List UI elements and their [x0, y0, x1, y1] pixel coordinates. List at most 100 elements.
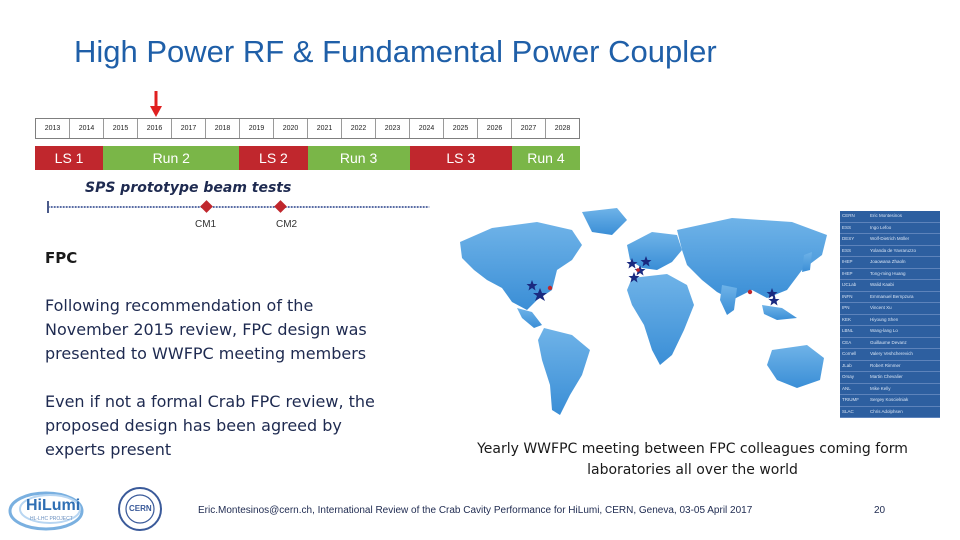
lab-contact: Yolanda de Yavraruzzo — [870, 247, 916, 253]
lab-code: DESY — [842, 236, 855, 241]
lab-code: CERN — [842, 213, 855, 218]
lab-row: TRIUMF Sergey Koscielniak — [840, 395, 940, 407]
timeline-year: 2021 — [308, 119, 342, 138]
lab-row: ESS Yolanda de Yavraruzzo — [840, 246, 940, 257]
lab-row: IJCLab Walid Kaabi — [840, 280, 940, 292]
timeline-phase: Run 3 — [307, 146, 410, 170]
timeline-phase: Run 2 — [103, 146, 240, 170]
timeline-year: 2020 — [274, 119, 308, 138]
lab-contact: Sergey Koscielniak — [870, 397, 909, 402]
lab-row: SLAC Chris Adolphsen — [840, 407, 940, 418]
lab-row: LBNL Wang-lang Lo — [840, 326, 940, 338]
milestone-cm2-marker — [274, 200, 287, 213]
timeline-phase: Run 4 — [511, 146, 580, 170]
lab-contact: Chris Adolphsen — [870, 408, 903, 414]
lab-contact: Vincent Xu — [870, 305, 892, 310]
lab-contact: Guillaume Devanz — [870, 339, 907, 345]
lab-contact: Ingo Lefoo — [870, 224, 892, 230]
lab-row: Cornell Valery Veshcherevich — [840, 349, 940, 361]
lab-contact: Robert Rimmer — [870, 362, 901, 368]
lab-code: ANL — [842, 385, 851, 391]
timeline-year: 2027 — [512, 119, 546, 138]
lab-code: Orsay — [842, 374, 855, 379]
timeline-year: 2025 — [444, 119, 478, 138]
lab-contact: Tong-ming Huang — [870, 270, 906, 276]
lab-code: INFN — [842, 293, 853, 299]
timeline-year: 2017 — [172, 119, 206, 138]
paragraph-review: Following recommendation of the November… — [45, 296, 367, 363]
lab-code: IHEP — [842, 270, 853, 276]
lab-code: IJCLab — [842, 282, 857, 287]
lab-contact: Wolf-Dietrich Möller — [870, 236, 910, 241]
timeline-years: 2013 2014 2015 2016 2017 2018 2019 2020 2021 2022… — [35, 118, 580, 139]
lab-contact: Hiyoung Shen — [870, 316, 899, 322]
lab-contact: Mike Kelly — [870, 385, 891, 391]
lab-code: ESS — [842, 224, 852, 230]
lab-contact: Eric Montesinos — [870, 213, 903, 218]
lab-row: CERN Eric Montesinos — [840, 211, 940, 223]
timeline-phases: LS 1 Run 2 LS 2 Run 3 LS 3 Run 4 — [35, 146, 580, 170]
lab-row: ANL Mike Kelly — [840, 384, 940, 395]
timeline-year: 2023 — [376, 119, 410, 138]
timeline-phase: LS 3 — [409, 146, 512, 170]
slide-title: High Power RF & Fundamental Power Couple… — [74, 34, 717, 69]
hilumi-logo — [8, 491, 84, 531]
lab-row: Orsay Martin Chevalier — [840, 372, 940, 384]
timeline-year: 2013 — [36, 119, 70, 138]
lab-contact: Joaowana Zhaoln — [870, 259, 906, 264]
lab-contact: Valery Veshcherevich — [870, 351, 913, 356]
lab-code: IHEP — [842, 259, 853, 264]
hilumi-logo-text: HiLumi — [26, 497, 81, 514]
timeline-year: 2028 — [554, 125, 571, 132]
timeline-year: 2026 — [478, 119, 512, 138]
cern-logo — [118, 487, 162, 531]
lab-row: IHEP Joaowana Zhaoln — [840, 257, 940, 269]
timeline-phase: LS 2 — [239, 146, 308, 170]
lab-code: JLab — [842, 362, 852, 368]
lab-row: IPN Vincent Xu — [840, 303, 940, 315]
lab-row: DESY Wolf-Dietrich Möller — [840, 234, 940, 246]
cern-logo-text: CERN — [129, 504, 152, 513]
milestone-cm1-marker — [200, 200, 213, 213]
world-map-image — [460, 208, 827, 415]
lab-code: ESS — [842, 247, 852, 253]
lab-row: IHEP Tong-ming Huang — [840, 269, 940, 280]
lab-code: SLAC — [842, 408, 854, 414]
lab-code: Cornell — [842, 351, 857, 356]
sps-heading: SPS prototype beam tests — [85, 180, 292, 196]
timeline-year: 2015 — [104, 119, 138, 138]
lab-contact: Walid Kaabi — [870, 282, 894, 287]
timeline-year: 2018 — [206, 119, 240, 138]
lab-code: CEA — [842, 339, 852, 345]
lab-code: KEK — [842, 316, 852, 322]
timeline-year: 2014 — [70, 119, 104, 138]
laboratories-table: CERN Eric Montesinos ESS Ingo Lefoo DESY Wolf… — [840, 211, 940, 418]
paragraph-agreement: Even if not a formal Crab FPC review, th… — [45, 392, 375, 459]
lab-contact: Martin Chevalier — [870, 374, 903, 379]
lab-row: INFN Emmanuel Bernpzura — [840, 292, 940, 303]
hilumi-logo-subtext: HL-LHC PROJECT — [30, 516, 73, 522]
map-caption: Yearly WWFPC meeting between FPC colleag… — [477, 441, 908, 478]
timeline-year: 2024 — [410, 119, 444, 138]
lab-code: TRIUMF — [842, 397, 859, 402]
lab-row: JLab Robert Rimmer — [840, 361, 940, 372]
lab-row: KEK Hiyoung Shen — [840, 315, 940, 326]
timeline-year: 2022 — [342, 119, 376, 138]
timeline-phase: LS 1 — [35, 146, 104, 170]
beam-test-timeline — [47, 200, 430, 213]
lab-contact: Emmanuel Bernpzura — [870, 293, 914, 299]
current-year-arrow-icon — [150, 91, 162, 117]
lab-row: CEA Guillaume Devanz — [840, 338, 940, 349]
page-number: 20 — [874, 505, 886, 516]
milestone-cm1-label: CM1 — [195, 219, 217, 230]
lab-code: LBNL — [842, 328, 854, 333]
timeline-year: 2019 — [240, 119, 274, 138]
lab-code: IPN — [842, 305, 850, 310]
timeline-year: 2016 — [138, 119, 172, 138]
lab-row: ESS Ingo Lefoo — [840, 223, 940, 234]
lab-contact: Wang-lang Lo — [870, 328, 898, 333]
footer-text: Eric.Montesinos@cern.ch, International R… — [198, 505, 753, 516]
fpc-label: FPC — [45, 249, 78, 267]
milestone-cm2-label: CM2 — [276, 219, 298, 230]
